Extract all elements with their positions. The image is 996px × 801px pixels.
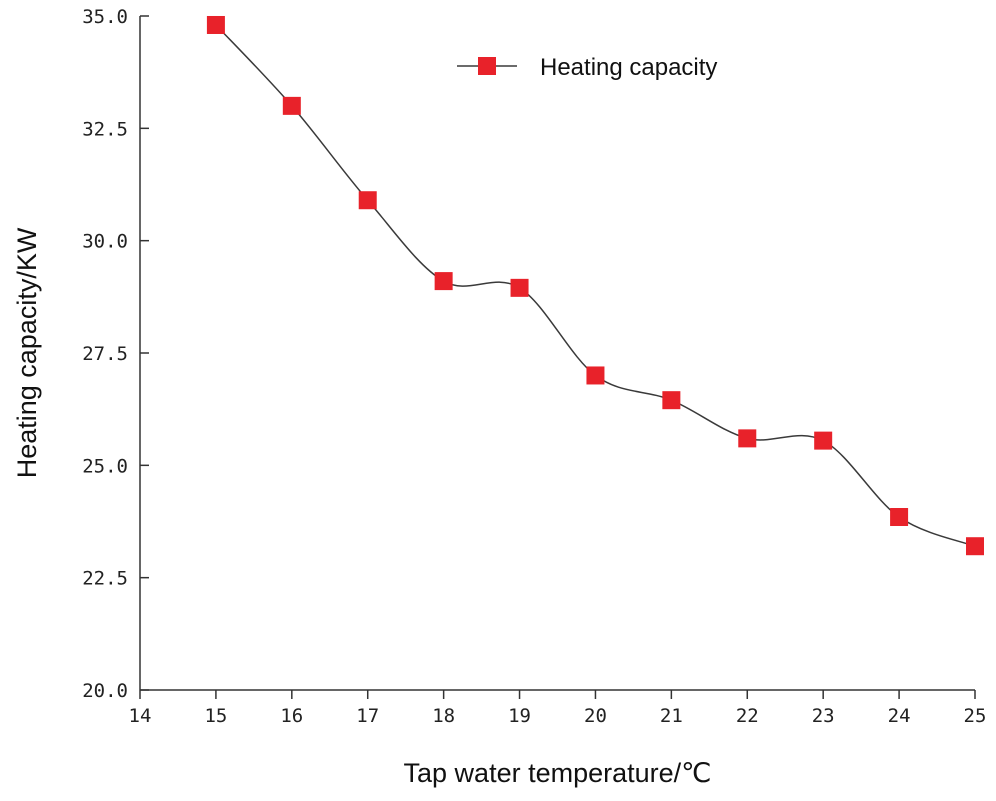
data-point-marker — [206, 15, 225, 34]
x-tick-label: 25 — [964, 705, 987, 727]
legend-label: Heating capacity — [540, 54, 717, 81]
x-tick-label: 22 — [736, 705, 759, 727]
x-tick-label: 16 — [280, 705, 303, 727]
x-tick-label: 19 — [508, 705, 531, 727]
data-point-marker — [738, 429, 757, 448]
x-axis-title: Tap water temperature/℃ — [404, 758, 712, 788]
y-tick-label: 27.5 — [82, 343, 128, 365]
x-tick-label: 18 — [432, 705, 455, 727]
data-point-marker — [814, 431, 833, 450]
axis-ticks: 20.0 22.5 25.0 27.5 30.0 32.5 35.0 14 15 16 17 18 19… — [82, 6, 986, 727]
data-point-marker — [358, 191, 377, 210]
data-point-marker — [966, 537, 984, 556]
y-tick-label: 35.0 — [82, 6, 128, 28]
x-tick-label: 20 — [584, 705, 607, 727]
data-point-marker — [586, 366, 605, 385]
x-tick-label: 24 — [888, 705, 911, 727]
legend-marker — [478, 57, 496, 75]
data-point-marker — [890, 508, 909, 527]
x-tick-label: 14 — [129, 705, 152, 727]
data-point-marker — [282, 96, 301, 115]
x-tick-label: 23 — [812, 705, 835, 727]
y-tick-label: 20.0 — [82, 680, 128, 702]
y-tick-label: 32.5 — [82, 118, 128, 140]
series-layer — [206, 15, 984, 556]
axes — [139, 16, 975, 691]
x-tick-label: 21 — [660, 705, 683, 727]
y-tick-label: 25.0 — [82, 455, 128, 477]
x-tick-label: 17 — [356, 705, 379, 727]
x-tick-label: 15 — [204, 705, 227, 727]
y-tick-label: 22.5 — [82, 568, 128, 590]
y-tick-label: 30.0 — [82, 231, 128, 253]
series-line — [215, 24, 976, 547]
data-point-marker — [434, 272, 453, 291]
data-point-marker — [662, 391, 681, 410]
legend: Heating capacity — [457, 54, 717, 81]
y-axis-title: Heating capacity/KW — [12, 227, 42, 478]
data-point-marker — [510, 278, 529, 297]
